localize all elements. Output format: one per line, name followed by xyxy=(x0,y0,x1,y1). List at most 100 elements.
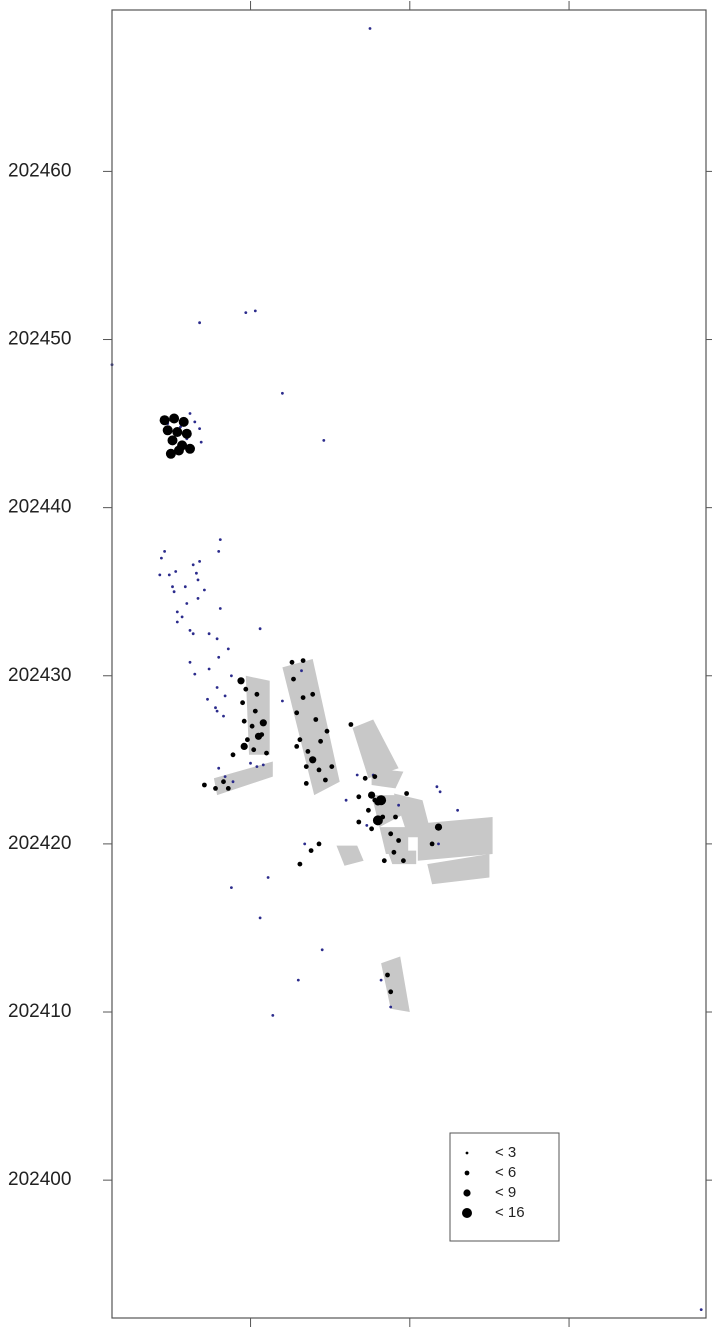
data-point xyxy=(226,647,230,651)
data-point xyxy=(369,826,374,832)
y-tick-label: 202460 xyxy=(8,160,71,181)
building-polygon xyxy=(379,827,409,854)
data-point xyxy=(217,655,221,659)
data-point xyxy=(181,428,192,439)
y-tick-label: 202400 xyxy=(8,1169,71,1190)
data-point xyxy=(240,742,248,751)
data-point xyxy=(297,861,303,867)
data-point xyxy=(180,615,184,619)
x-tick-label: 164700 xyxy=(378,1331,441,1333)
data-point xyxy=(385,972,390,978)
data-point xyxy=(435,785,439,789)
data-point xyxy=(389,1005,393,1009)
data-point xyxy=(196,597,200,600)
data-point xyxy=(218,607,222,610)
data-point xyxy=(303,842,307,846)
data-point xyxy=(199,440,203,444)
building-polygon xyxy=(245,675,270,755)
data-point xyxy=(381,858,387,864)
data-point xyxy=(195,571,198,575)
data-point xyxy=(223,775,227,778)
data-point xyxy=(437,842,440,846)
data-point xyxy=(291,676,296,682)
data-point xyxy=(376,795,387,806)
data-point xyxy=(174,570,178,573)
data-point xyxy=(213,786,218,791)
y-tick-label: 202410 xyxy=(8,1001,71,1022)
data-point xyxy=(303,764,309,769)
data-point xyxy=(218,538,222,541)
data-point xyxy=(429,841,435,847)
data-point xyxy=(249,761,252,765)
building-polygon xyxy=(371,768,404,789)
data-point xyxy=(305,749,311,754)
data-point xyxy=(221,779,226,785)
y-tick-label: 202440 xyxy=(8,497,71,518)
data-point xyxy=(397,803,400,807)
data-point xyxy=(316,841,322,847)
data-point xyxy=(396,838,401,843)
data-point xyxy=(188,660,192,664)
data-point xyxy=(372,815,383,826)
data-point xyxy=(300,695,306,700)
data-point xyxy=(434,823,443,831)
data-point xyxy=(158,573,162,577)
data-point xyxy=(160,556,163,560)
data-point xyxy=(388,989,394,995)
data-point xyxy=(241,718,247,724)
data-point xyxy=(456,808,459,812)
data-point xyxy=(230,674,233,678)
data-point xyxy=(348,722,354,727)
data-point xyxy=(214,706,217,710)
data-point xyxy=(203,588,206,592)
data-point xyxy=(163,550,167,553)
data-point xyxy=(230,886,233,889)
data-point xyxy=(171,585,174,589)
data-point xyxy=(296,978,300,982)
data-point xyxy=(316,767,322,773)
x-tick-label: 164690 xyxy=(219,1331,282,1333)
data-point xyxy=(185,602,189,605)
data-point xyxy=(391,849,397,855)
data-point xyxy=(401,858,406,864)
legend-marker xyxy=(464,1170,470,1176)
data-point xyxy=(230,752,236,758)
data-point xyxy=(207,667,211,671)
data-point xyxy=(191,632,195,636)
data-point xyxy=(231,780,235,784)
data-point xyxy=(320,948,324,952)
data-point xyxy=(175,620,179,624)
y-tick-label: 202430 xyxy=(8,665,71,686)
legend-label: < 6 xyxy=(495,1164,516,1181)
data-point xyxy=(365,824,369,827)
data-point xyxy=(215,709,219,713)
data-point xyxy=(699,1308,703,1311)
data-point xyxy=(159,415,170,426)
data-point xyxy=(294,710,300,716)
building-polygon xyxy=(417,817,493,861)
data-point xyxy=(254,691,260,697)
data-point xyxy=(172,427,183,437)
data-point xyxy=(244,311,248,314)
data-point xyxy=(438,790,442,794)
legend-label: < 9 xyxy=(495,1184,516,1201)
data-point xyxy=(222,714,225,718)
data-point xyxy=(281,391,284,395)
data-point xyxy=(185,443,195,454)
data-point xyxy=(188,412,192,415)
data-point xyxy=(243,686,249,692)
data-point xyxy=(393,814,398,820)
data-point xyxy=(368,27,372,30)
data-point xyxy=(245,737,250,743)
data-point xyxy=(264,750,269,756)
y-tick-label: 202420 xyxy=(8,833,71,854)
data-point xyxy=(324,728,330,734)
data-point xyxy=(303,781,309,786)
data-point xyxy=(198,560,202,563)
data-point xyxy=(404,791,409,796)
data-point xyxy=(356,794,362,800)
building-polygon xyxy=(352,719,399,779)
data-point xyxy=(198,427,202,430)
